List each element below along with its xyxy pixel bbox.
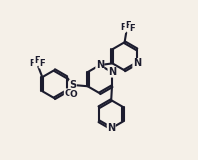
Text: F: F [34, 56, 40, 65]
Text: S: S [69, 80, 76, 90]
Text: O: O [64, 89, 72, 98]
Text: F: F [120, 23, 126, 32]
Text: F: F [39, 59, 45, 68]
Text: F: F [129, 24, 135, 33]
Text: N: N [133, 58, 141, 68]
Text: F: F [29, 59, 34, 68]
Text: O: O [70, 90, 78, 99]
Text: N: N [107, 123, 115, 133]
Text: N: N [96, 60, 104, 70]
Text: F: F [125, 21, 131, 30]
Text: N: N [108, 67, 116, 77]
